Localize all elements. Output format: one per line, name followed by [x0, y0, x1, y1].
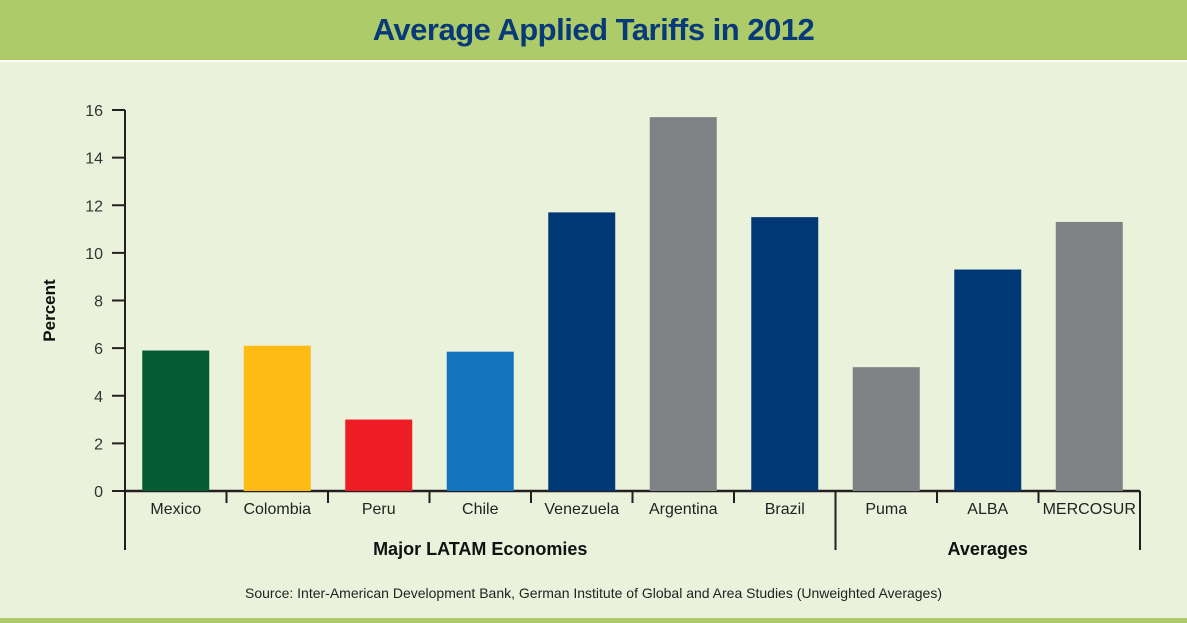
bar-brazil — [751, 217, 819, 491]
x-tick-label: Puma — [865, 501, 907, 518]
bar-alba — [954, 269, 1022, 491]
y-tick-label: 6 — [94, 341, 103, 358]
group-label: Averages — [948, 539, 1028, 559]
x-tick-label: Argentina — [649, 501, 718, 518]
y-tick-label: 2 — [94, 436, 103, 453]
x-tick-label: ALBA — [967, 501, 1008, 518]
bar-peru — [345, 419, 413, 491]
bar-venezuela — [548, 212, 616, 492]
x-tick-label: MERCOSUR — [1043, 501, 1136, 518]
chart-title: Average Applied Tariffs in 2012 — [372, 12, 815, 47]
y-tick-label: 16 — [85, 103, 103, 120]
title-banner: Average Applied Tariffs in 2012 — [0, 0, 1187, 60]
x-tick-label: Peru — [362, 501, 396, 518]
y-tick-label: 14 — [85, 151, 103, 168]
bar-mexico — [142, 350, 210, 491]
x-tick-label: Venezuela — [544, 501, 619, 518]
x-tick-label: Colombia — [243, 501, 311, 518]
source-note: Source: Inter-American Development Bank,… — [245, 585, 942, 601]
x-tick-label: Brazil — [765, 501, 805, 518]
x-tick-label: Mexico — [150, 501, 201, 518]
bar-argentina — [649, 117, 717, 492]
bar-chile — [446, 351, 514, 491]
y-tick-label: 12 — [85, 198, 103, 215]
y-tick-label: 0 — [94, 484, 103, 501]
y-tick-label: 8 — [94, 294, 103, 311]
x-tick-label: Chile — [462, 501, 499, 518]
bar-mercosur — [1055, 221, 1123, 491]
y-tick-label: 4 — [94, 389, 103, 406]
footer-bar — [0, 618, 1187, 623]
group-label: Major LATAM Economies — [373, 539, 587, 559]
bar-puma — [852, 367, 920, 491]
bar-colombia — [243, 345, 311, 491]
y-tick-label: 10 — [85, 246, 103, 263]
y-axis-label: Percent — [40, 279, 59, 342]
